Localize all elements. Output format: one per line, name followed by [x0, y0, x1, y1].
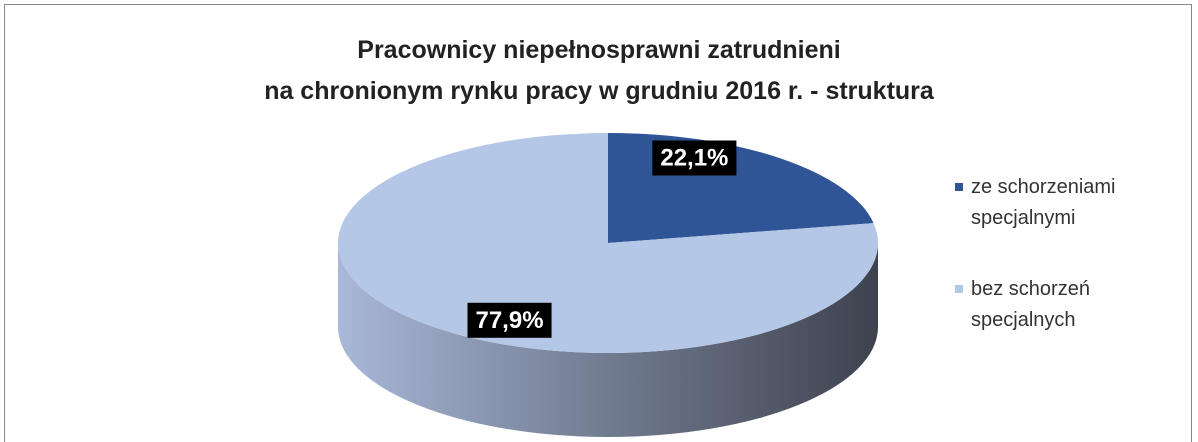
- legend-label: ze schorzeniami specjalnymi: [971, 176, 1116, 229]
- data-label-bg: [467, 302, 552, 338]
- legend-swatch: [955, 183, 963, 191]
- data-label: 77,9%: [475, 307, 543, 334]
- data-label-bg: [652, 140, 737, 176]
- legend-item: ze schorzeniami specjalnymi: [955, 172, 1145, 234]
- legend-swatch: [955, 285, 963, 293]
- chart-title: Pracownicy niepełnosprawni zatrudnieni n…: [264, 36, 934, 105]
- chart-frame: [4, 4, 1192, 442]
- pie-side: [338, 243, 878, 437]
- legend-item: bez schorzeń specjalnych: [955, 274, 1145, 336]
- data-label: 22,1%: [660, 144, 728, 171]
- pie-slice: [337, 133, 878, 353]
- legend-label: bez schorzeń specjalnych: [971, 278, 1090, 331]
